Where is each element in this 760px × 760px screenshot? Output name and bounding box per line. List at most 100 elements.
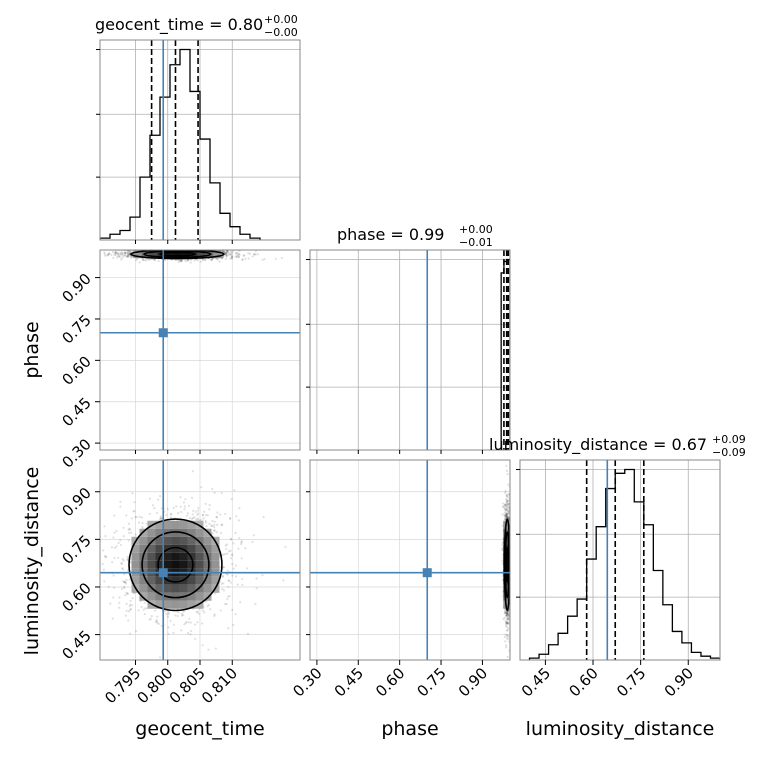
sample-point — [225, 252, 228, 255]
sample-point — [211, 532, 214, 535]
density-cell — [179, 552, 188, 561]
sample-point — [187, 621, 190, 624]
sample-point — [213, 614, 216, 617]
sample-point — [226, 573, 229, 576]
sample-point — [241, 577, 244, 581]
sample-point — [201, 622, 204, 625]
density-cell — [203, 560, 212, 569]
sample-point — [204, 513, 208, 517]
sample-point — [501, 546, 504, 550]
sample-point — [506, 505, 509, 508]
sample-point — [172, 506, 175, 509]
density-cell — [187, 520, 196, 529]
sample-point — [120, 561, 123, 565]
sample-point — [506, 617, 509, 620]
sample-point — [113, 253, 116, 256]
sample-point — [203, 510, 206, 513]
sample-point — [505, 646, 508, 649]
sample-point — [127, 522, 131, 525]
sample-point — [196, 513, 199, 516]
sample-point — [179, 259, 183, 263]
density-cell — [163, 552, 172, 561]
sample-point — [154, 620, 157, 624]
sample-point — [505, 505, 508, 508]
sample-point — [158, 656, 162, 659]
sample-point — [219, 609, 222, 612]
density-cell — [203, 592, 212, 601]
sample-point — [231, 255, 234, 258]
sample-point — [122, 559, 125, 562]
sample-point — [506, 612, 510, 615]
sample-point — [507, 637, 510, 640]
density-cell — [171, 520, 180, 529]
sample-point — [505, 508, 508, 511]
sample-point — [172, 631, 175, 635]
sample-point — [227, 585, 230, 589]
sample-point — [252, 534, 255, 537]
sample-point — [503, 616, 506, 619]
density-cell — [171, 584, 180, 593]
sample-point — [226, 569, 229, 572]
sample-point — [201, 609, 205, 612]
sample-point — [244, 547, 247, 550]
density-cell — [165, 250, 174, 259]
sample-point — [158, 518, 161, 521]
sample-point — [507, 512, 510, 515]
sample-point — [141, 259, 145, 262]
sample-point — [195, 611, 198, 614]
sample-point — [227, 627, 230, 630]
sample-point — [183, 623, 186, 626]
density-cell — [139, 560, 148, 569]
panel-frame — [309, 459, 511, 661]
sample-point — [239, 601, 242, 604]
sample-point — [126, 252, 129, 255]
sample-point — [507, 635, 510, 638]
sample-point — [503, 517, 507, 520]
sample-point — [238, 253, 241, 256]
sample-point — [186, 512, 189, 515]
sample-point — [215, 531, 218, 534]
sample-point — [507, 613, 510, 616]
sample-point — [506, 617, 509, 620]
title-phase: phase = 0.99 — [337, 225, 444, 244]
sample-point — [118, 601, 121, 604]
sample-point — [222, 589, 226, 592]
sample-point — [254, 602, 257, 605]
sample-point — [200, 486, 203, 489]
sample-point — [507, 612, 510, 616]
density-cell — [171, 528, 180, 537]
sample-point — [240, 541, 243, 544]
sample-point — [121, 557, 124, 561]
sample-point — [253, 253, 256, 256]
sample-point — [232, 623, 235, 627]
sample-point — [506, 613, 509, 617]
sample-point — [505, 516, 508, 519]
sample-point — [111, 250, 115, 254]
sample-point — [224, 252, 228, 255]
sample-point — [156, 621, 159, 624]
sample-point — [114, 250, 117, 254]
sample-point — [505, 500, 508, 503]
sample-point — [229, 581, 232, 584]
sample-point — [204, 519, 207, 523]
density-cell — [155, 528, 164, 537]
density-cell — [131, 560, 140, 569]
xtick-label-luminosity-distance: 0.75 — [613, 664, 649, 700]
sample-point — [232, 542, 235, 545]
sample-point — [504, 633, 507, 636]
sample-point — [196, 621, 199, 624]
sample-point — [113, 531, 116, 534]
sample-point — [237, 255, 240, 258]
density-cell — [171, 544, 180, 553]
sample-point — [507, 502, 510, 505]
sample-point — [135, 515, 138, 519]
sample-point — [119, 251, 122, 254]
sample-point — [134, 516, 137, 519]
sample-point — [121, 252, 124, 255]
sample-point — [505, 611, 508, 614]
sample-point — [506, 621, 509, 625]
sample-point — [141, 521, 144, 525]
sample-point — [128, 578, 131, 581]
sample-point — [131, 597, 134, 600]
sample-point — [128, 605, 131, 608]
